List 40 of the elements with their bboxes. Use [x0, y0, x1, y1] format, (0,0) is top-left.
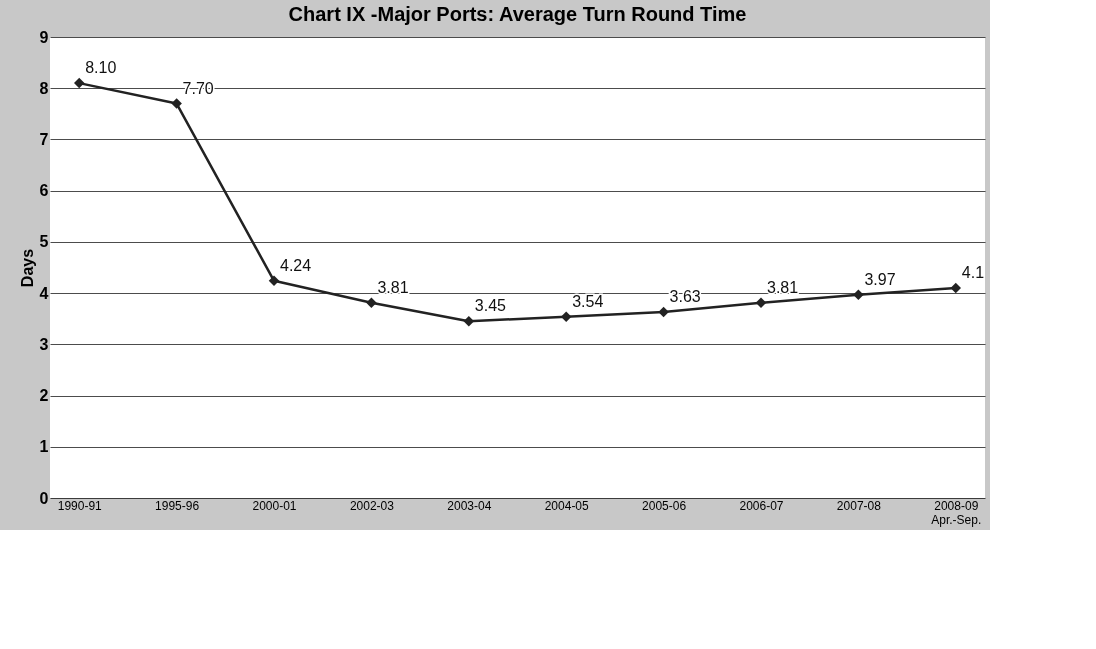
point — [73, 77, 85, 89]
data-label: 3.97 — [864, 270, 896, 288]
x-tick-label: 1995-96 — [155, 498, 200, 513]
point — [560, 311, 572, 322]
point — [853, 289, 864, 300]
point — [755, 297, 767, 309]
x-tick-label: 2000-01 — [252, 498, 297, 513]
data-label: 4.1 — [961, 263, 985, 281]
x-tick-label: 2003-04 — [447, 498, 492, 513]
point — [171, 98, 182, 109]
y-tick-label: 0 — [39, 489, 49, 507]
x-tick-label: 2005-06 — [642, 498, 687, 513]
y-tick-label: 7 — [39, 130, 49, 148]
point — [950, 282, 962, 294]
y-tick-label: 3 — [39, 335, 49, 353]
x-tick-label: 2007-08 — [836, 498, 882, 513]
data-label: 3.81 — [766, 278, 799, 296]
data-label: 3.81 — [377, 278, 409, 296]
chart-title: Chart IX -Major Ports: Average Turn Round Time — [288, 3, 747, 25]
y-tick-label: 5 — [39, 233, 49, 251]
y-tick-label: 4 — [39, 284, 49, 302]
data-label: 3.54 — [572, 292, 604, 310]
x-tick-label: 1990-91 — [57, 498, 103, 513]
x-tick-label: 2006-07 — [739, 498, 784, 513]
x-tick-label: 2008-09 Apr.-Sep. — [931, 498, 982, 527]
point — [658, 306, 669, 318]
y-tick-label: 8 — [39, 79, 49, 97]
y-tick-label: 1 — [39, 438, 49, 456]
data-label: 8.10 — [85, 59, 117, 77]
y-tick-label: 6 — [39, 182, 49, 200]
point — [268, 275, 280, 287]
point — [463, 316, 475, 327]
data-label: 4.24 — [280, 256, 312, 274]
y-tick-label: 2 — [39, 387, 49, 405]
y-axis-title: Days — [18, 248, 36, 288]
y-tick-label: 9 — [39, 28, 49, 46]
data-label: 3.45 — [474, 297, 507, 315]
point — [366, 297, 377, 309]
x-tick-label: 2002-03 — [349, 498, 395, 513]
x-tick-label: 2004-05 — [544, 498, 590, 513]
